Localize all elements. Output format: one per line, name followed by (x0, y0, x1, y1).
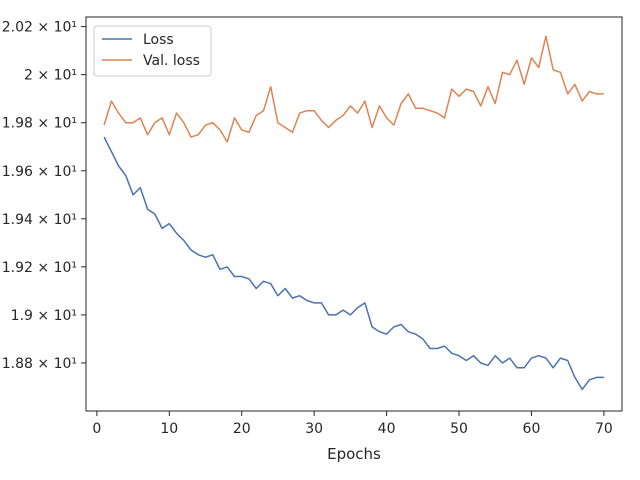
x-axis-ticks: 0 10 20 30 40 50 60 70 (92, 411, 613, 437)
x-tick-label: 50 (450, 421, 468, 437)
series-line-loss (103, 136, 604, 391)
y-tick-label: 1.92 × 10¹ (2, 260, 77, 276)
x-tick-label: 20 (233, 421, 251, 437)
x-tick-label: 10 (160, 421, 178, 437)
plot-frame (85, 16, 623, 412)
y-tick-label: 1.98 × 10¹ (2, 116, 77, 132)
plot-background (86, 17, 622, 411)
series-line-val-loss (103, 35, 604, 143)
x-tick-label: 30 (305, 421, 323, 437)
x-tick-label: 0 (92, 421, 101, 437)
y-axis-ticks: 1.88 × 10¹ 1.9 × 10¹ 1.92 × 10¹ 1.94 × 10¹ 1… (2, 20, 86, 372)
x-axis-label: Epochs (327, 445, 381, 463)
y-tick-label: 1.94 × 10¹ (2, 212, 77, 228)
x-tick-label: 40 (378, 421, 396, 437)
series-lines (103, 35, 604, 391)
y-tick-label: 1.96 × 10¹ (2, 164, 77, 180)
legend-label-val-loss: Val. loss (143, 53, 200, 69)
x-tick-label: 70 (595, 421, 613, 437)
y-tick-label: 2.02 × 10¹ (2, 20, 77, 36)
x-tick-label: 60 (523, 421, 541, 437)
y-tick-label: 1.9 × 10¹ (11, 308, 77, 324)
y-tick-label: 2 × 10¹ (24, 68, 77, 84)
legend-label-loss: Loss (143, 32, 174, 48)
legend: Loss Val. loss (93, 25, 212, 77)
y-tick-label: 1.88 × 10¹ (2, 356, 77, 372)
